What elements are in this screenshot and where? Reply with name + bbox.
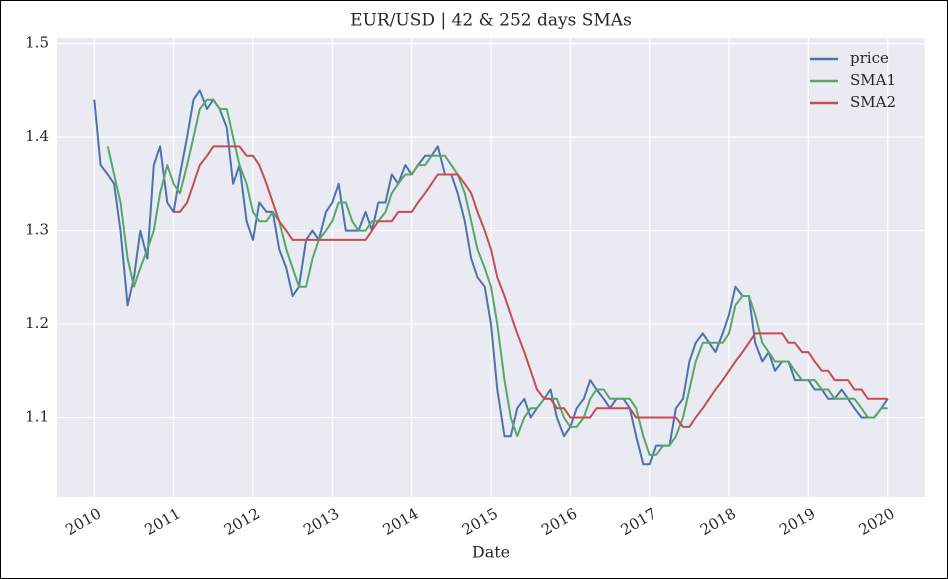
y-tick-label: 1.3 <box>25 221 49 239</box>
chart-title: EUR/USD | 42 & 252 days SMAs <box>350 11 632 31</box>
y-tick-label: 1.4 <box>25 127 49 145</box>
y-tick-label: 1.1 <box>25 408 49 426</box>
y-tick-label: 1.5 <box>25 34 49 52</box>
legend-label: SMA2 <box>850 93 896 111</box>
series-line <box>93 89 889 466</box>
legend-label: price <box>850 49 889 67</box>
x-axis-label: Date <box>472 543 510 562</box>
y-tick-label: 1.2 <box>25 314 49 332</box>
lines <box>93 89 889 466</box>
grid <box>57 38 925 497</box>
series-line <box>173 145 888 428</box>
series-line <box>106 98 888 456</box>
legend-label: SMA1 <box>850 71 896 89</box>
legend: price SMA1 SMA2 <box>810 49 896 111</box>
